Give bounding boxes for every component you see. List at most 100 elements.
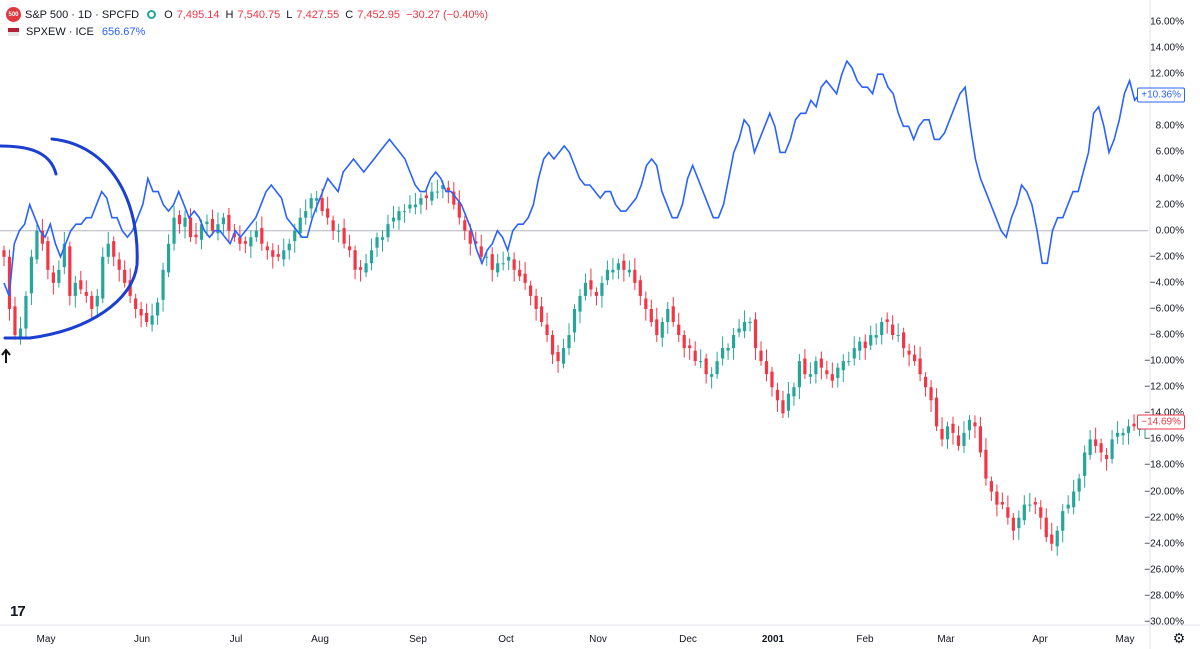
y-tick-label: 12.00% xyxy=(1150,68,1184,80)
main-last-price-tag: −14.69% xyxy=(1137,414,1185,430)
compare-series-legend[interactable]: SPXEW · ICE 656.67% xyxy=(6,26,145,38)
candle-body xyxy=(633,269,637,283)
y-tick-label: 2.00% xyxy=(1155,199,1184,211)
candle-body xyxy=(764,361,769,375)
candle-body xyxy=(468,230,472,244)
candle-body xyxy=(249,237,253,247)
candle-body xyxy=(496,263,500,273)
candle-body xyxy=(841,361,845,371)
annotation-arc-drawing[interactable] xyxy=(0,144,58,176)
candle-body xyxy=(188,217,193,238)
candle-body xyxy=(46,241,50,270)
ohlc-change-value: −30.27 (−0.40%) xyxy=(406,8,488,21)
main-series-symbol[interactable]: S&P 500 · 1D · SPCFD xyxy=(25,8,140,21)
y-tick-label: −20.00% xyxy=(1144,486,1184,498)
candle-body xyxy=(1099,443,1103,453)
candle-body xyxy=(342,228,346,244)
candle-body xyxy=(452,191,456,205)
ohlc-high-value: 7,540.75 xyxy=(237,8,281,21)
gear-icon[interactable]: ⚙ xyxy=(1172,630,1186,646)
drawing-annotations[interactable] xyxy=(0,137,139,363)
candle-body xyxy=(1132,423,1136,427)
y-tick-label: −6.00% xyxy=(1149,303,1184,315)
ohlc-low-key: L xyxy=(286,8,293,21)
candle-body xyxy=(62,243,66,268)
candle-body xyxy=(243,241,247,244)
candle-body xyxy=(177,215,182,225)
candle-body xyxy=(929,387,933,401)
tradingview-logo[interactable]: 17 xyxy=(10,603,26,620)
candle-body xyxy=(194,234,198,238)
x-tick-label: Nov xyxy=(589,634,607,645)
candle-body xyxy=(753,319,758,349)
candle-body xyxy=(726,348,730,351)
candle-body xyxy=(1110,439,1114,459)
x-tick-label: Oct xyxy=(498,634,514,645)
us-flag-icon xyxy=(8,28,19,36)
ohlc-low-value: 7,427.55 xyxy=(296,8,340,21)
candle-body xyxy=(616,263,620,270)
y-tick-label: 0.00% xyxy=(1155,225,1184,237)
candle-body xyxy=(90,295,94,309)
candle-body xyxy=(282,250,286,260)
candle-body xyxy=(57,269,61,283)
candle-body xyxy=(666,308,670,322)
candle-body xyxy=(424,195,428,199)
candle-body xyxy=(567,335,571,349)
candle-body xyxy=(1126,426,1131,433)
candle-body xyxy=(951,423,955,433)
candle-body xyxy=(699,361,703,363)
y-tick-label: 14.00% xyxy=(1150,42,1184,54)
candle-body xyxy=(238,237,242,244)
x-tick-label: Apr xyxy=(1032,634,1048,645)
main-series-legend[interactable]: 500 S&P 500 · 1D · SPCFD O 7,495.14 H 7,54… xyxy=(6,7,490,22)
candle-body xyxy=(1006,507,1010,518)
candle-body xyxy=(205,221,209,225)
x-tick-label: Aug xyxy=(311,634,329,645)
candle-body xyxy=(715,361,719,375)
candle-body xyxy=(885,319,889,322)
compare-series-name[interactable]: SPXEW · ICE xyxy=(26,26,94,38)
candle-body xyxy=(677,324,681,336)
candle-body xyxy=(1077,478,1081,492)
candle-body xyxy=(896,335,900,337)
x-tick-label: May xyxy=(36,634,56,645)
candle-body xyxy=(265,246,269,251)
candle-body xyxy=(40,230,44,244)
candle-body xyxy=(145,312,149,322)
candle-body xyxy=(254,230,258,238)
candle-body xyxy=(457,202,461,218)
candle-body xyxy=(1088,439,1092,456)
candle-body xyxy=(13,306,17,336)
candle-body xyxy=(364,263,368,273)
y-tick-label: 6.00% xyxy=(1155,146,1184,158)
candle-body xyxy=(962,432,966,446)
candle-body xyxy=(391,217,396,222)
candle-body xyxy=(139,308,143,316)
candle-body xyxy=(485,256,489,258)
candle-body xyxy=(731,335,736,349)
candle-body xyxy=(803,358,807,375)
candle-body xyxy=(786,393,791,411)
compare-series-line xyxy=(3,59,1146,297)
candle-body xyxy=(507,256,511,261)
candle-body xyxy=(309,198,313,209)
candle-body xyxy=(956,435,961,446)
candle-body xyxy=(375,237,379,248)
candle-body xyxy=(836,367,840,379)
annotation-ellipse-drawing[interactable] xyxy=(3,137,139,340)
candle-body xyxy=(918,358,922,375)
candle-body xyxy=(479,246,483,257)
candle-body xyxy=(572,308,577,333)
candle-body xyxy=(523,273,527,283)
y-tick-label: 16.00% xyxy=(1150,16,1184,28)
candle-body xyxy=(106,243,110,257)
candle-body xyxy=(880,322,884,336)
candle-body xyxy=(1050,534,1054,544)
candle-body xyxy=(287,243,291,251)
candle-body xyxy=(561,348,566,364)
candle-body xyxy=(622,260,626,270)
candle-body xyxy=(358,267,363,270)
candle-body xyxy=(649,308,653,322)
